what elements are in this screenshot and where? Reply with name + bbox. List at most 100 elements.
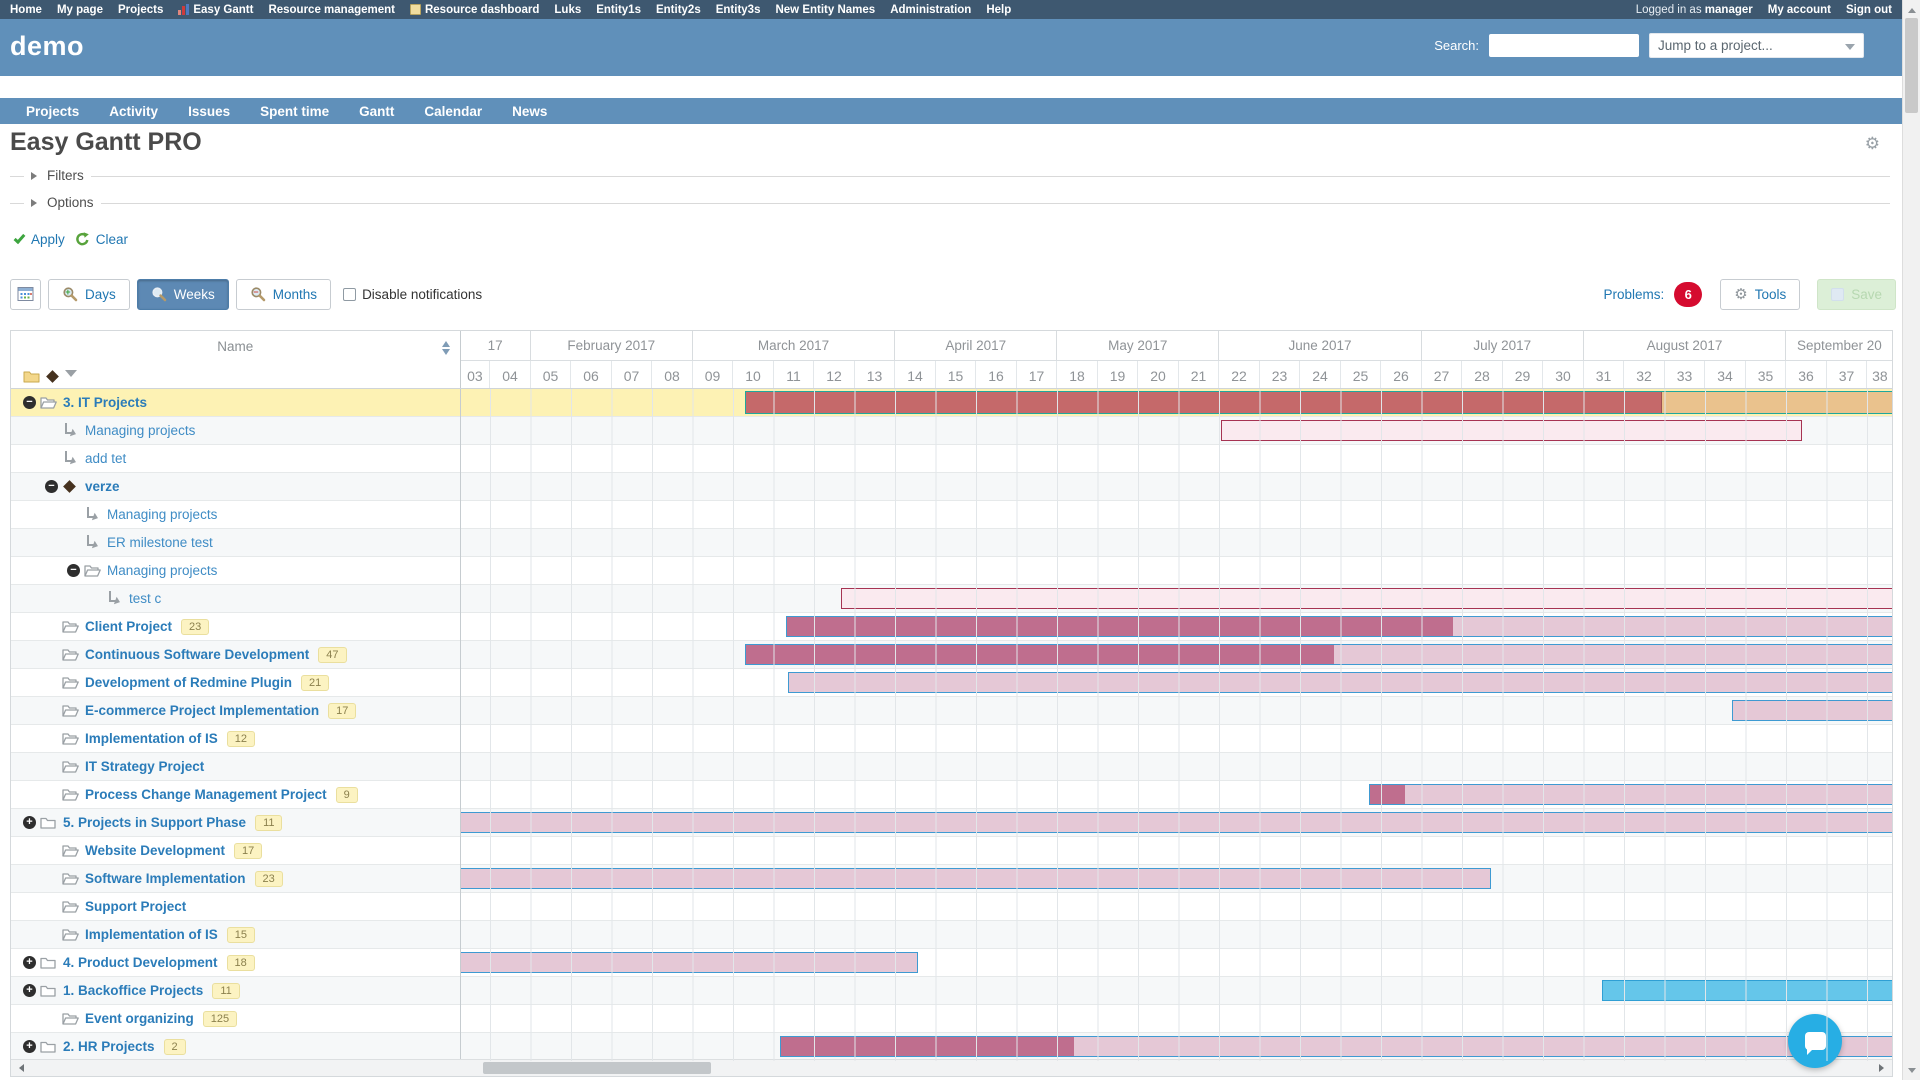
gantt-bar-progress[interactable] [460,952,918,973]
scroll-right-arrow[interactable] [1875,1060,1892,1076]
tree-item-continuous-software-development[interactable]: Continuous Software Development 47 [11,641,460,669]
tree-item-3-it-projects[interactable]: − 3. IT Projects [11,389,460,417]
plus-circle-icon[interactable]: + [23,816,36,829]
gantt-bar-progress[interactable] [787,672,1892,693]
tree-item-1-backoffice-projects[interactable]: +1. Backoffice Projects 11 [11,977,460,1005]
topbar-item-home[interactable]: Home [10,4,42,16]
collapse-toggle[interactable]: − [23,396,40,409]
tree-item-2-hr-projects[interactable]: +2. HR Projects 2 [11,1033,460,1061]
gantt-bar-progress[interactable] [745,644,1892,665]
expand-toggle[interactable]: + [23,816,40,829]
tree-item-managing-projects[interactable]: − Managing projects [11,557,460,585]
tab-calendar[interactable]: Calendar [424,103,483,119]
tools-button[interactable]: ⚙ Tools [1720,278,1801,310]
topbar-item-projects[interactable]: Projects [118,4,163,16]
save-button[interactable]: Save [1817,278,1896,310]
tree-item-managing-projects[interactable]: Managing projects [11,417,460,445]
tree-item-website-development[interactable]: Website Development 17 [11,837,460,865]
tree-item-process-change-management-project[interactable]: Process Change Management Project 9 [11,781,460,809]
scroll-up-arrow[interactable] [1903,0,1920,16]
gantt-bar-baseline[interactable] [840,588,1892,609]
expand-toggle[interactable]: + [23,1040,40,1053]
tree-item-test-c[interactable]: test c [11,585,460,613]
tree-item-4-product-development[interactable]: +4. Product Development 18 [11,949,460,977]
zoom-weeks-button[interactable]: Weeks [136,278,229,310]
tree-item-client-project[interactable]: Client Project 23 [11,613,460,641]
tree-item-verze[interactable]: − verze [11,473,460,501]
gantt-bar-progress[interactable] [1369,784,1892,805]
gantt-bar-progress[interactable] [785,616,1892,637]
tab-issues[interactable]: Issues [188,103,231,119]
topbar-item-entity3s[interactable]: Entity3s [716,4,761,16]
filters-toggle[interactable]: Filters [24,168,91,183]
settings-gear-icon[interactable]: ⚙ [1864,134,1880,153]
problems-label[interactable]: Problems: [1603,286,1665,302]
topbar-item-help[interactable]: Help [986,4,1011,16]
my-account-link[interactable]: My account [1767,3,1831,16]
legend-milestone-icon[interactable] [46,370,59,383]
legend-folder-icon[interactable] [23,370,40,383]
gantt-bar-project[interactable] [745,391,1892,414]
horizontal-scrollbar[interactable] [11,1059,1892,1076]
collapse-toggle[interactable]: − [67,564,84,577]
gantt-bar-progress[interactable] [460,812,1892,833]
minus-circle-icon[interactable]: − [45,480,58,493]
tree-item-add-tet[interactable]: add tet [11,445,460,473]
tree-item-5-projects-in-support-phase[interactable]: +5. Projects in Support Phase 11 [11,809,460,837]
tree-item-managing-projects[interactable]: Managing projects [11,501,460,529]
minus-circle-icon[interactable]: − [23,396,36,409]
plus-circle-icon[interactable]: + [23,984,36,997]
topbar-item-my-page[interactable]: My page [57,4,103,16]
topbar-item-resource-management[interactable]: Resource management [268,4,395,16]
chat-widget-button[interactable] [1788,1014,1842,1068]
sort-control[interactable] [441,337,450,359]
vertical-scrollbar[interactable] [1902,0,1920,1080]
topbar-item-administration[interactable]: Administration [890,4,971,16]
collapse-toggle[interactable]: − [45,480,62,493]
topbar-item-new-entity-names[interactable]: New Entity Names [775,4,875,16]
gantt-bar-plan[interactable] [1601,980,1892,1001]
tree-item-it-strategy-project[interactable]: IT Strategy Project [11,753,460,781]
gantt-bar-progress[interactable] [1731,700,1892,721]
tree-item-support-project[interactable]: Support Project [11,893,460,921]
zoom-days-button[interactable]: + Days [48,278,130,310]
clear-button[interactable]: Clear [75,232,128,247]
tree-item-software-implementation[interactable]: Software Implementation 23 [11,865,460,893]
tree-item-implementation-of-is[interactable]: Implementation of IS 12 [11,725,460,753]
topbar-item-luks[interactable]: Luks [554,4,581,16]
scroll-down-arrow[interactable] [1903,1064,1920,1080]
horizontal-scroll-thumb[interactable] [483,1062,711,1074]
disable-notifications-checkbox[interactable] [343,287,357,301]
search-input[interactable] [1489,34,1639,57]
tab-spent-time[interactable]: Spent time [260,103,330,119]
zoom-months-button[interactable]: − Months [235,278,332,310]
calendar-button[interactable] [10,278,41,310]
tree-item-development-of-redmine-plugin[interactable]: Development of Redmine Plugin 21 [11,669,460,697]
tree-item-implementation-of-is[interactable]: Implementation of IS 15 [11,921,460,949]
name-column-header[interactable]: Name [11,331,461,388]
topbar-item-entity1s[interactable]: Entity1s [596,4,641,16]
plus-circle-icon[interactable]: + [23,956,36,969]
expand-toggle[interactable]: + [23,984,40,997]
tree-item-er-milestone-test[interactable]: ER milestone test [11,529,460,557]
gantt-bar-progress[interactable] [779,1036,1892,1057]
tab-news[interactable]: News [512,103,548,119]
tree-item-event-organizing[interactable]: Event organizing 125 [11,1005,460,1033]
vertical-scroll-thumb[interactable] [1905,18,1918,113]
topbar-item-easy-gantt[interactable]: Easy Gantt [178,3,253,16]
sign-out-link[interactable]: Sign out [1846,3,1892,16]
problems-count-badge[interactable]: 6 [1674,281,1703,307]
plus-circle-icon[interactable]: + [23,1040,36,1053]
tab-activity[interactable]: Activity [109,103,159,119]
apply-button[interactable]: Apply [13,231,65,247]
topbar-item-entity2s[interactable]: Entity2s [656,4,701,16]
gantt-bar-baseline[interactable] [1221,420,1803,441]
tree-item-e-commerce-project-implementation[interactable]: E-commerce Project Implementation 17 [11,697,460,725]
tab-projects[interactable]: Projects [26,103,80,119]
collapse-all-icon[interactable] [65,370,77,383]
gantt-bar-progress[interactable] [460,868,1491,889]
topbar-item-resource-dashboard[interactable]: Resource dashboard [409,4,539,16]
minus-circle-icon[interactable]: − [67,564,80,577]
scroll-left-arrow[interactable] [11,1060,28,1076]
tab-gantt[interactable]: Gantt [359,103,395,119]
